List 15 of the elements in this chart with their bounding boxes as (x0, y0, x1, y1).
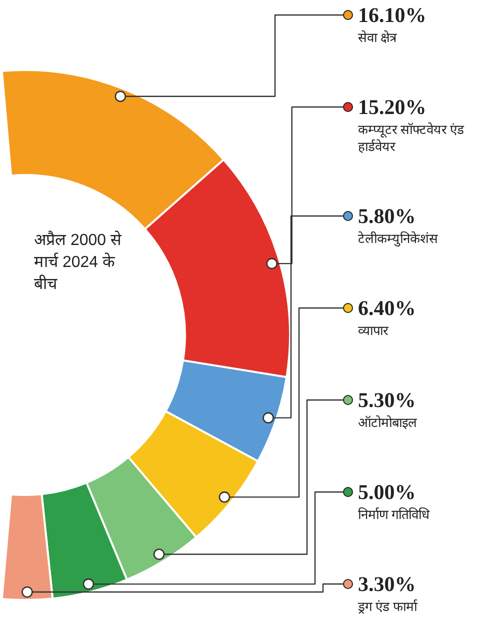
text: अप्रैल 2000 से मार्च 2024 के बीच (34, 230, 122, 293)
data-label: 6.40% (358, 296, 416, 320)
data-label: 5.00% (358, 480, 416, 504)
legend-label: कम्प्यूटर सॉफ्टवेयर एंड हार्डवेयर (358, 122, 466, 154)
data-label: 5.80% (358, 204, 416, 228)
legend-label: निर्माण गतिविधि (358, 507, 431, 522)
legend-label: ऑटोमोबाइल (358, 415, 417, 430)
data-label: 16.10% (358, 3, 426, 27)
legend-label: व्यापार (358, 323, 389, 338)
data-label: 15.20% (358, 95, 426, 119)
legend-label: ड्रग एंड फार्मा (357, 599, 418, 614)
legend-label: टेलीकम्युनिकेशंस (358, 231, 438, 247)
data-label: 5.30% (358, 388, 416, 412)
legend-label: सेवा क्षेत्र (358, 30, 398, 45)
data-label: 3.30% (358, 572, 416, 596)
